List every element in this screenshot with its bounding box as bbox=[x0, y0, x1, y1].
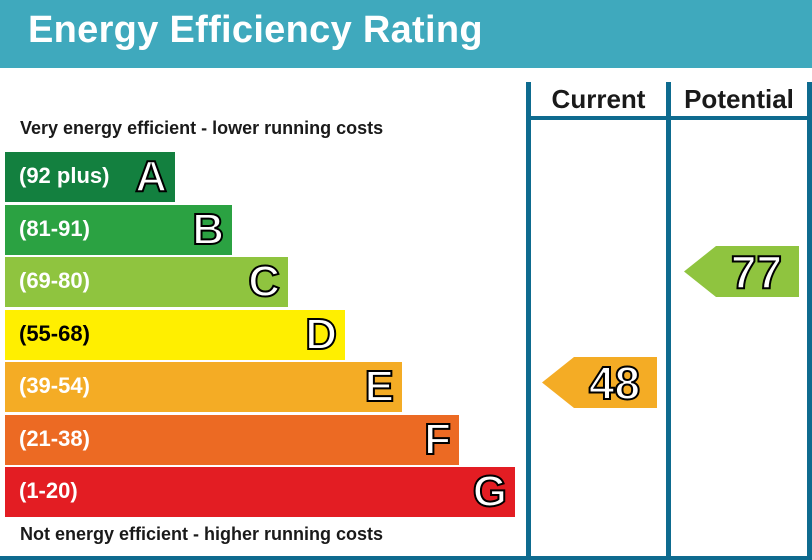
band-d-range: (55-68) bbox=[19, 320, 90, 346]
current-column-right-line bbox=[666, 82, 671, 560]
band-f: (21-38) F bbox=[5, 414, 459, 465]
band-b-letter: B bbox=[191, 204, 225, 254]
band-g-letter: G bbox=[472, 467, 508, 517]
band-e-letter: E bbox=[364, 362, 395, 412]
band-c: (69-80) C bbox=[5, 257, 288, 307]
band-d-letter: D bbox=[304, 309, 338, 359]
band-e-range: (39-54) bbox=[19, 373, 90, 398]
header-bar: Energy Efficiency Rating bbox=[0, 0, 812, 68]
band-b: (81-91) B bbox=[5, 204, 232, 255]
current-rating-arrow: 48 bbox=[542, 356, 657, 410]
bottom-note: Not energy efficient - higher running co… bbox=[20, 524, 384, 544]
band-d: (55-68) D bbox=[5, 309, 345, 360]
band-c-range: (69-80) bbox=[19, 268, 90, 293]
current-column-left-line bbox=[526, 82, 531, 560]
potential-rating-arrow: 77 bbox=[684, 245, 799, 299]
potential-rating-value: 77 bbox=[730, 245, 783, 299]
chart-bottom-line bbox=[0, 556, 812, 560]
band-c-letter: C bbox=[247, 257, 281, 307]
band-a-letter: A bbox=[134, 152, 168, 202]
band-g: (1-20) G bbox=[5, 467, 515, 517]
band-f-range: (21-38) bbox=[19, 425, 90, 451]
potential-column-header: Potential bbox=[684, 84, 794, 114]
band-b-range: (81-91) bbox=[19, 215, 90, 241]
band-g-range: (1-20) bbox=[19, 478, 78, 503]
current-rating-value: 48 bbox=[588, 356, 641, 410]
potential-column-right-line bbox=[807, 82, 812, 560]
band-a-range: (92 plus) bbox=[19, 163, 110, 188]
band-a: (92 plus) A bbox=[5, 152, 175, 202]
chart-title: Energy Efficiency Rating bbox=[28, 9, 483, 51]
band-e: (39-54) E bbox=[5, 362, 402, 412]
band-f-letter: F bbox=[423, 414, 452, 464]
current-column-header: Current bbox=[551, 84, 646, 114]
column-header-underline bbox=[526, 116, 812, 120]
top-note: Very energy efficient - lower running co… bbox=[20, 118, 384, 138]
